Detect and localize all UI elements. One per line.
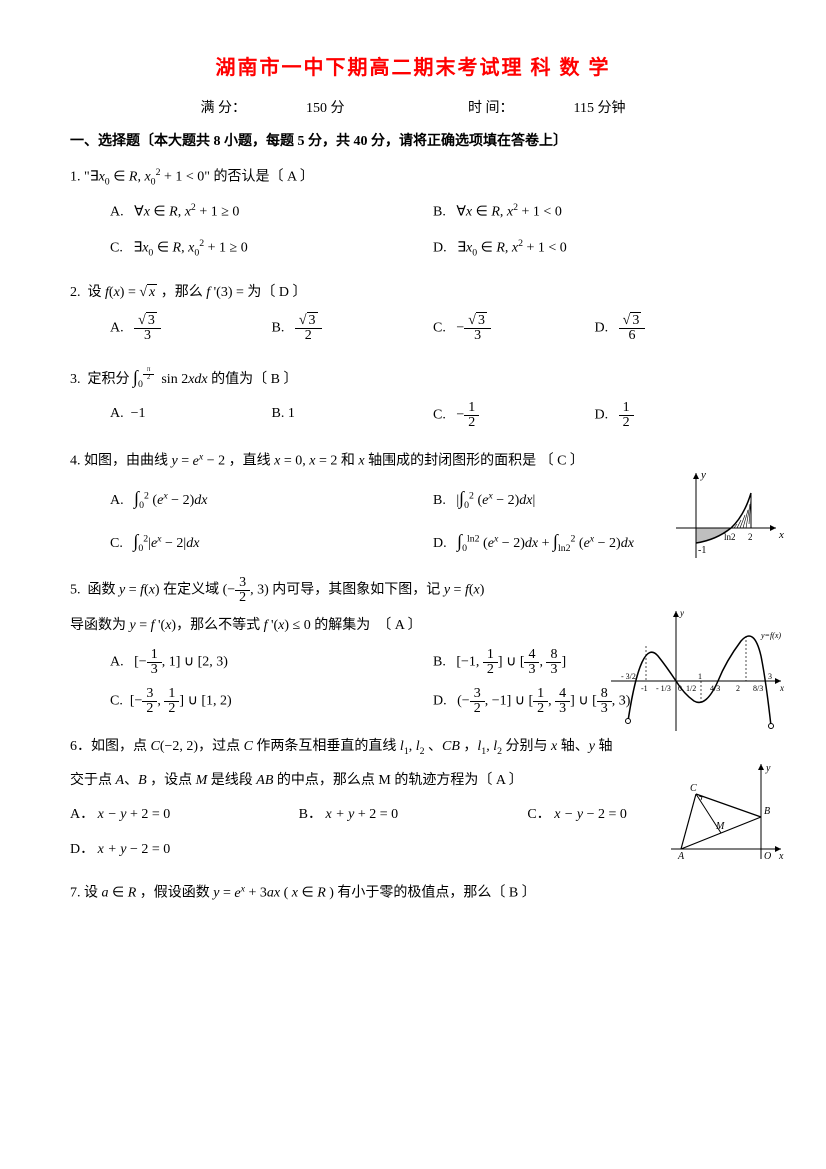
question-1: 1. "∃x0 ∈ R, x02 + 1 < 0" 的否认是〔 A 〕 A. ∀…	[70, 164, 756, 262]
q6-stem2: 交于点 A、B ，设点 M 是线段 AB 的中点，那么点 M 的轨迹方程为〔 A…	[70, 768, 756, 793]
svg-text:- 3/2: - 3/2	[621, 672, 636, 681]
q4-figure: x y ln2 2 -1	[666, 468, 786, 577]
q3-option-a: A. −1	[110, 401, 272, 430]
q5-stem1: 5. 函数 y = f(x) 在定义域 (−32, 3) 内可导，其图象如下图，…	[70, 576, 756, 605]
q5-option-a: A. [−13, 1] ∪ [2, 3)	[110, 648, 433, 677]
svg-text:-1: -1	[641, 684, 648, 693]
svg-text:x: x	[778, 851, 784, 862]
svg-text:C: C	[690, 783, 697, 794]
svg-text:2: 2	[748, 532, 753, 542]
exam-title: 湖南市一中下期高二期末考试理 科 数 学	[70, 50, 756, 86]
svg-text:8/3: 8/3	[753, 684, 763, 693]
q3-option-b: B. 1	[272, 401, 434, 430]
time-limit: 时 间：115 分钟	[438, 101, 655, 116]
q3-option-d: D. 12	[595, 401, 757, 430]
q4-option-a: A. ∫02 (ex − 2)dx	[110, 482, 433, 515]
q1-option-a: A. ∀x ∈ R, x2 + 1 ≥ 0	[110, 199, 433, 225]
q7-stem: 7. 设 a ∈ R ，假设函数 y = ex + 3ax ( x ∈ R ) …	[70, 880, 756, 906]
q6-option-a: A． x − y + 2 = 0	[70, 802, 299, 827]
q5-figure: x y y=f(x) - 3/2 -1 - 1/3 1/2 1 4/3 2 8/…	[606, 606, 786, 745]
q2-option-d: D. √36	[595, 314, 757, 343]
section-1-header: 一、选择题〔本大题共 8 小题，每题 5 分，共 40 分，请将正确选项填在答卷…	[70, 129, 756, 154]
svg-text:- 1/3: - 1/3	[656, 684, 671, 693]
svg-text:y: y	[765, 763, 771, 774]
exam-info: 满 分：150 分 时 间：115 分钟	[70, 96, 756, 121]
q2-option-a: A. √33	[110, 314, 272, 343]
svg-text:x: x	[779, 683, 784, 693]
q3-option-c: C. −12	[433, 401, 595, 430]
q1-option-b: B. ∀x ∈ R, x2 + 1 < 0	[433, 199, 756, 225]
q6-figure: A C B M O x y	[666, 759, 786, 878]
q2-stem: 2. 设 f(x) = √x ，那么 f '(3) = 为〔 D 〕	[70, 280, 756, 305]
svg-text:1/2: 1/2	[686, 684, 696, 693]
svg-text:0: 0	[678, 684, 682, 693]
question-2: 2. 设 f(x) = √x ，那么 f '(3) = 为〔 D 〕 A. √3…	[70, 280, 756, 342]
q1-option-d: D. ∃x0 ∈ R, x2 + 1 < 0	[433, 235, 756, 262]
q6-stem1: 6．如图，点 C(−2, 2)，过点 C 作两条互相垂直的直线 l1, l2 、…	[70, 734, 756, 760]
q4-option-c: C. ∫02|ex − 2|dx	[110, 525, 433, 558]
question-3: 3. 定积分 ∫0π2 sin 2xdx 的值为〔 B 〕 A. −1 B. 1…	[70, 361, 756, 431]
svg-text:ln2: ln2	[724, 532, 736, 542]
q1-option-c: C. ∃x0 ∈ R, x02 + 1 ≥ 0	[110, 235, 433, 262]
q5-option-c: C. [−32, 12] ∪ [1, 2)	[110, 687, 433, 716]
svg-text:2: 2	[736, 684, 740, 693]
svg-text:y: y	[700, 469, 706, 481]
svg-text:-1: -1	[698, 545, 706, 556]
svg-text:A: A	[677, 851, 685, 862]
full-marks: 满 分：150 分	[171, 101, 375, 116]
svg-text:O: O	[764, 851, 771, 862]
q6-option-b: B． x + y + 2 = 0	[299, 802, 528, 827]
q4-stem: 4. 如图，由曲线 y = ex − 2 ，直线 x = 0, x = 2 和 …	[70, 448, 756, 474]
question-7: 7. 设 a ∈ R ，假设函数 y = ex + 3ax ( x ∈ R ) …	[70, 880, 756, 906]
q2-option-b: B. √32	[272, 314, 434, 343]
q3-stem: 3. 定积分 ∫0π2 sin 2xdx 的值为〔 B 〕	[70, 361, 756, 394]
svg-text:1: 1	[698, 672, 702, 681]
svg-text:4/3: 4/3	[710, 684, 720, 693]
svg-text:x: x	[778, 529, 784, 541]
q1-stem: 1. "∃x0 ∈ R, x02 + 1 < 0" 的否认是〔 A 〕	[70, 164, 756, 191]
svg-text:B: B	[764, 806, 770, 817]
svg-text:3: 3	[768, 672, 772, 681]
question-4: 4. 如图，由曲线 y = ex − 2 ，直线 x = 0, x = 2 和 …	[70, 448, 756, 557]
q6-option-d: D． x + y − 2 = 0	[70, 837, 756, 862]
svg-text:y=f(x): y=f(x)	[760, 631, 781, 640]
svg-text:y: y	[679, 608, 684, 618]
question-6: 6．如图，点 C(−2, 2)，过点 C 作两条互相垂直的直线 l1, l2 、…	[70, 734, 756, 862]
q2-option-c: C. −√33	[433, 314, 595, 343]
svg-text:M: M	[715, 821, 725, 832]
question-5: 5. 函数 y = f(x) 在定义域 (−32, 3) 内可导，其图象如下图，…	[70, 576, 756, 716]
